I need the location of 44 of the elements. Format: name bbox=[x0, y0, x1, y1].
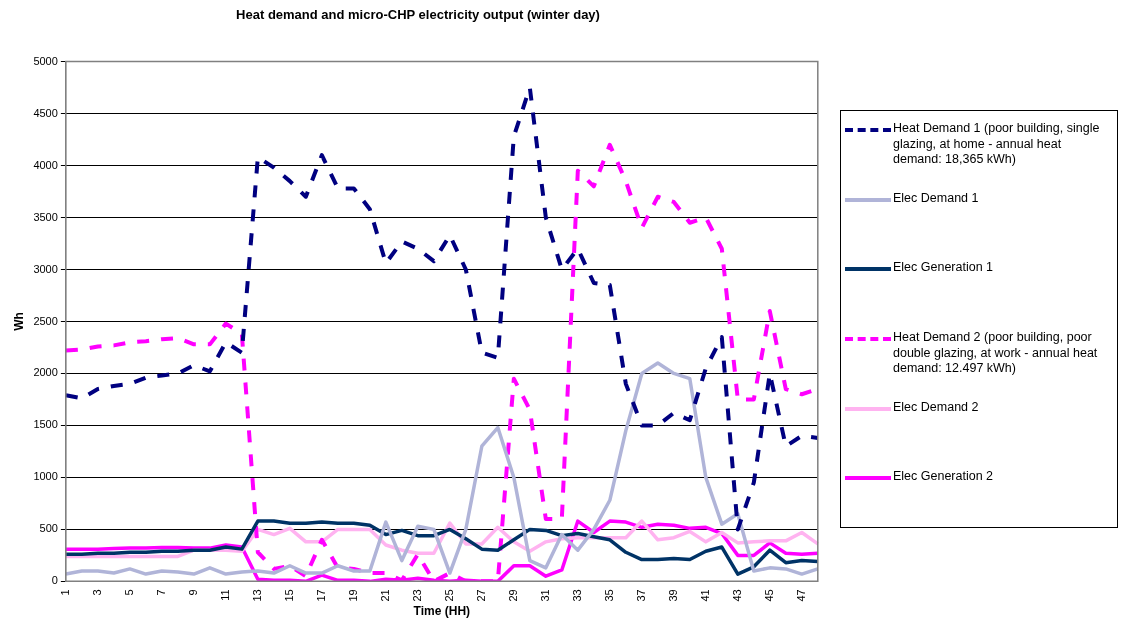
x-tick-label: 33 bbox=[570, 589, 583, 602]
x-tick-label: 27 bbox=[474, 589, 487, 602]
x-tick-label: 21 bbox=[378, 589, 391, 602]
y-tick-label: 2000 bbox=[33, 366, 58, 379]
y-axis-title: Wh bbox=[11, 312, 26, 331]
x-tick-label: 37 bbox=[634, 589, 647, 602]
y-tick-label: 500 bbox=[39, 522, 58, 535]
y-tick-label: 2500 bbox=[33, 314, 58, 327]
y-tick-label: 3000 bbox=[33, 262, 58, 275]
y-tick-label: 5000 bbox=[33, 54, 58, 67]
x-tick-label: 31 bbox=[538, 589, 551, 602]
y-tick-label: 0 bbox=[51, 574, 58, 587]
x-tick-label: 19 bbox=[346, 589, 359, 602]
x-tick-label: 5 bbox=[122, 589, 135, 596]
legend-label: Elec Generation 1 bbox=[893, 260, 995, 276]
x-tick-label: 43 bbox=[730, 589, 743, 602]
x-tick-label: 35 bbox=[602, 589, 615, 602]
legend-label: Elec Demand 1 bbox=[893, 190, 980, 207]
x-tick-label: 13 bbox=[250, 589, 263, 602]
x-tick-label: 11 bbox=[218, 589, 231, 601]
x-tick-label: 47 bbox=[794, 589, 807, 602]
x-tick-label: 39 bbox=[666, 589, 679, 602]
x-axis-title: Time (HH) bbox=[413, 604, 471, 619]
legend-label: Heat Demand 2 (poor building, poor double glazing, at work - annual heat demand: 12.497 kWh) bbox=[893, 330, 1099, 377]
y-tick-label: 3500 bbox=[33, 210, 58, 223]
x-tick-label: 29 bbox=[506, 589, 519, 602]
x-tick-label: 23 bbox=[410, 589, 423, 602]
y-tick-label: 1500 bbox=[33, 418, 58, 431]
y-tick-label: 4500 bbox=[33, 106, 58, 119]
x-tick-label: 7 bbox=[154, 589, 167, 596]
x-tick-label: 45 bbox=[762, 589, 775, 602]
y-tick-label: 1000 bbox=[33, 470, 58, 483]
x-tick-label: 25 bbox=[442, 589, 455, 602]
x-tick-label: 1 bbox=[58, 589, 71, 596]
legend-label: Heat Demand 1 (poor building, single glazing, at home - annual heat demand: 18,365 kWh) bbox=[893, 121, 1101, 168]
x-tick-label: 9 bbox=[186, 589, 199, 596]
legend-label: Elec Demand 2 bbox=[893, 399, 980, 416]
x-tick-label: 3 bbox=[90, 589, 103, 596]
x-tick-label: 17 bbox=[314, 589, 327, 602]
x-tick-label: 41 bbox=[698, 589, 711, 602]
chart-title: Heat demand and micro-CHP electricity output (winter day) bbox=[236, 7, 600, 23]
x-tick-label: 15 bbox=[282, 589, 295, 602]
y-tick-label: 4000 bbox=[33, 158, 58, 171]
legend-label: Elec Generation 2 bbox=[893, 469, 995, 485]
